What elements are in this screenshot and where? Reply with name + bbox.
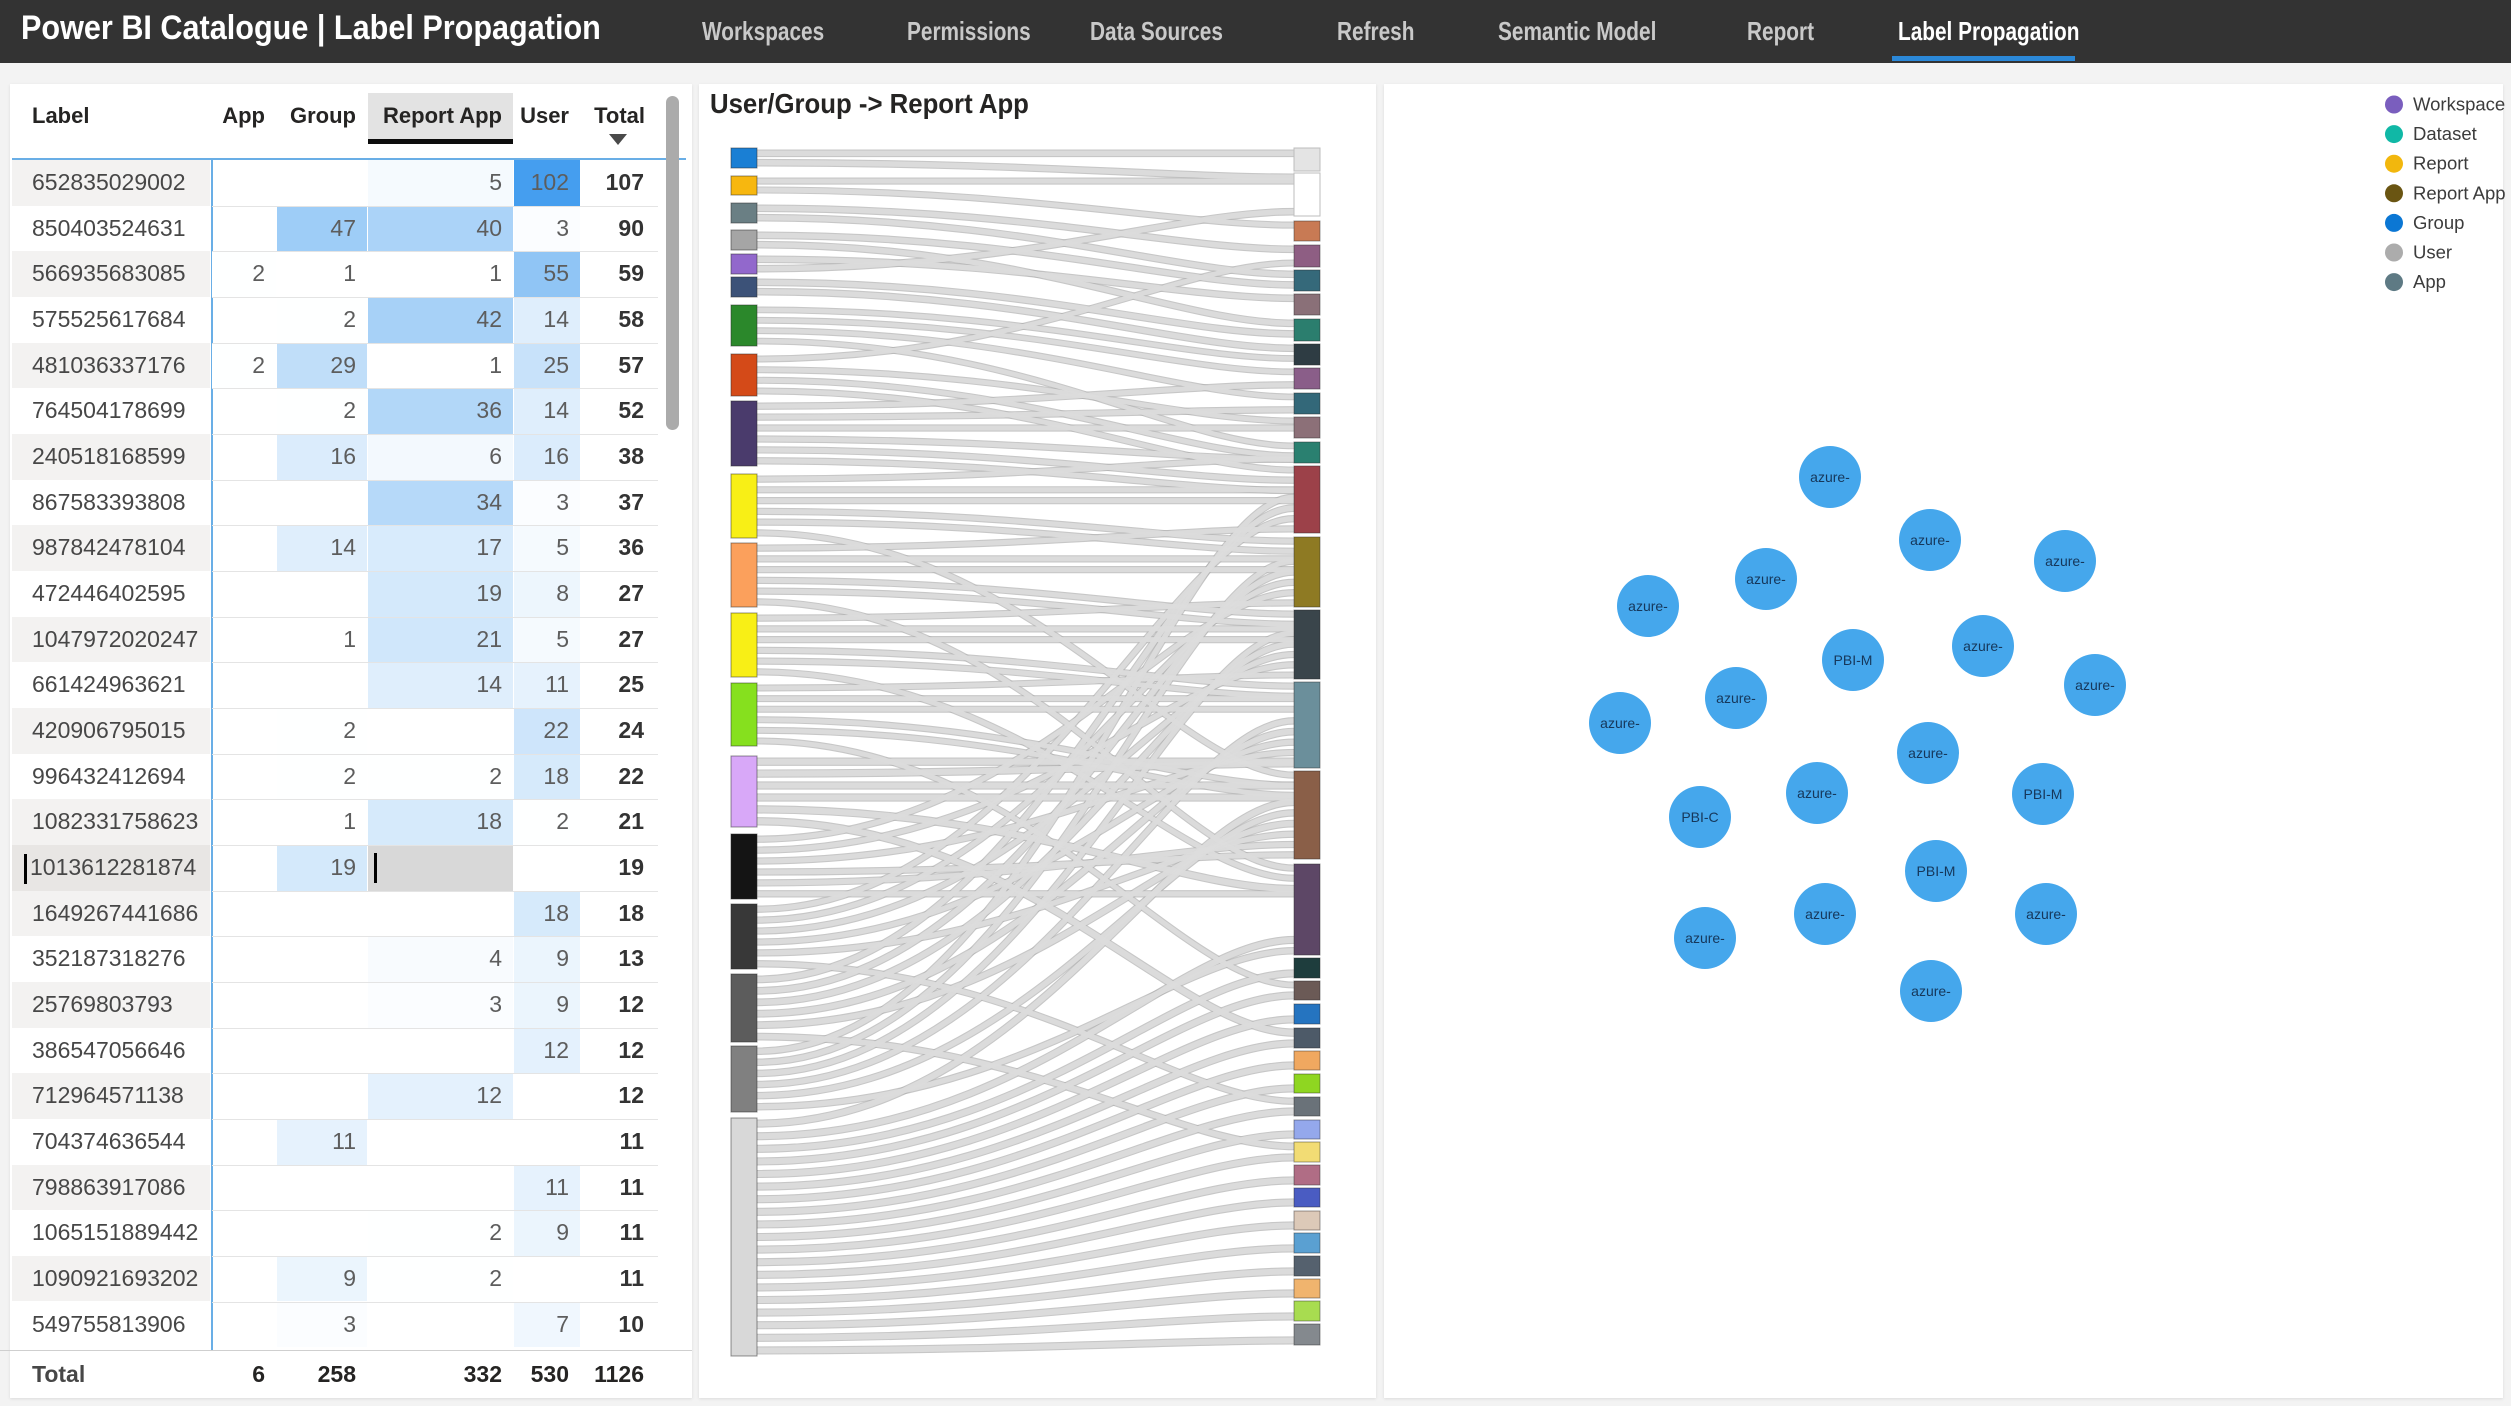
svg-text:Workspace: Workspace [2413, 94, 2505, 115]
svg-text:azure-: azure- [2075, 677, 2115, 693]
svg-text:Report: Report [2413, 153, 2469, 174]
svg-text:azure-: azure- [1685, 930, 1725, 946]
svg-text:azure-: azure- [1908, 745, 1948, 761]
svg-text:azure-: azure- [1805, 906, 1845, 922]
svg-text:PBI-C: PBI-C [1681, 809, 1718, 825]
svg-text:azure-: azure- [2026, 906, 2066, 922]
svg-text:User: User [2413, 242, 2452, 263]
svg-text:azure-: azure- [1716, 690, 1756, 706]
svg-text:azure-: azure- [1911, 983, 1951, 999]
svg-text:azure-: azure- [1797, 785, 1837, 801]
svg-text:PBI-M: PBI-M [1834, 652, 1873, 668]
svg-text:azure-: azure- [1910, 532, 1950, 548]
svg-text:azure-: azure- [1746, 571, 1786, 587]
svg-text:App: App [2413, 271, 2446, 292]
svg-text:Report App: Report App [2413, 182, 2506, 203]
svg-text:azure-: azure- [1628, 598, 1668, 614]
svg-text:Group: Group [2413, 212, 2464, 233]
svg-text:azure-: azure- [1963, 638, 2003, 654]
svg-text:azure-: azure- [1810, 469, 1850, 485]
svg-text:azure-: azure- [2045, 553, 2085, 569]
svg-text:Dataset: Dataset [2413, 123, 2477, 144]
svg-text:azure-: azure- [1600, 715, 1640, 731]
svg-text:PBI-M: PBI-M [1917, 863, 1956, 879]
svg-text:PBI-M: PBI-M [2024, 786, 2063, 802]
